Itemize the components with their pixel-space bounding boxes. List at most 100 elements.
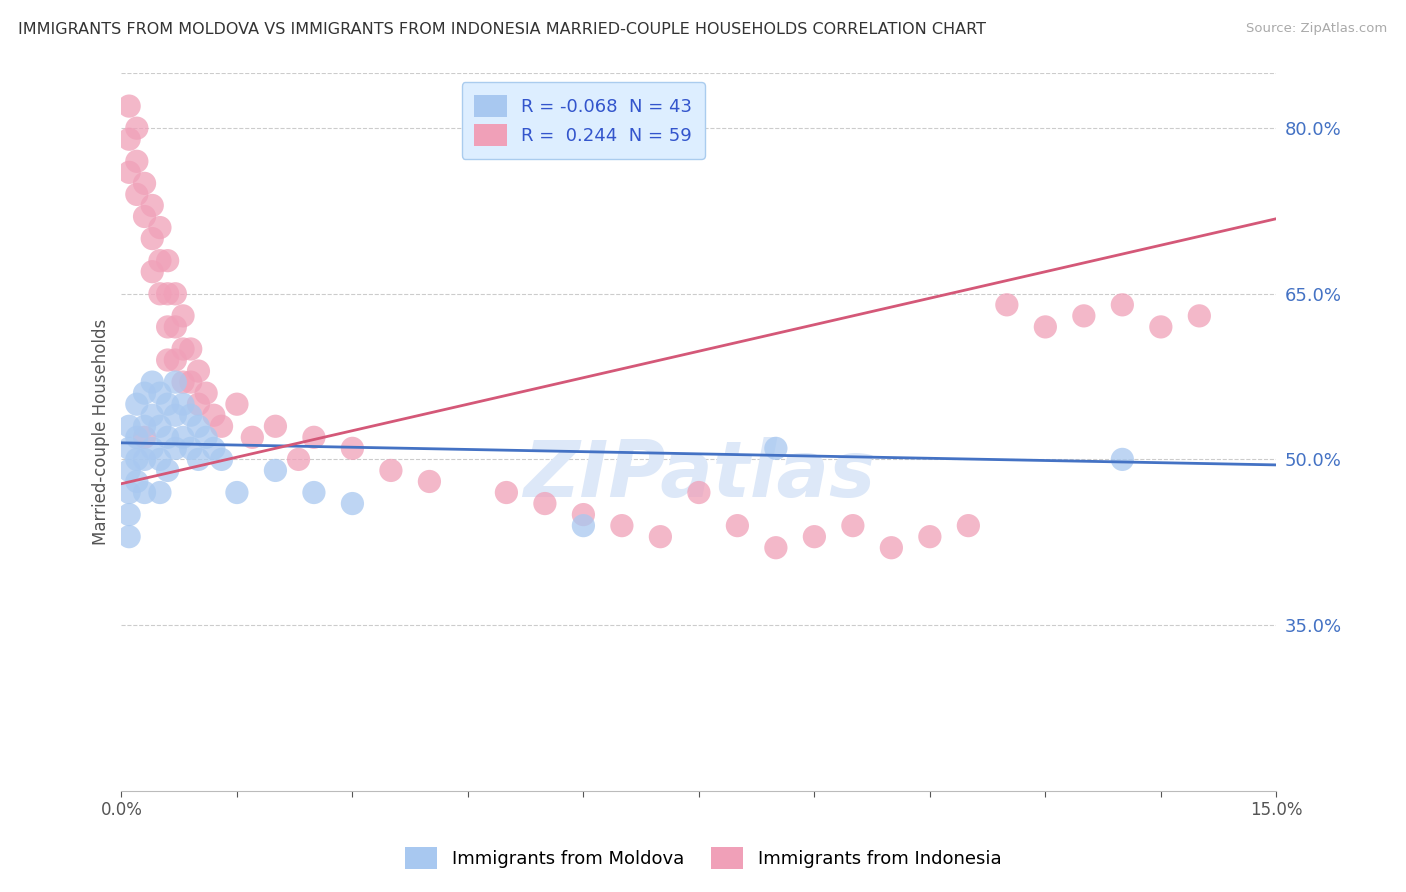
Point [125, 397, 148, 411]
Point [149, 419, 172, 434]
Point [765, 541, 787, 555]
Point [134, 177, 156, 191]
Point [125, 121, 148, 136]
Point [141, 198, 163, 212]
Point [180, 409, 202, 423]
Point [495, 485, 517, 500]
Point [688, 485, 710, 500]
Point [141, 442, 163, 456]
Point [957, 518, 980, 533]
Point [1033, 319, 1056, 334]
Point [118, 165, 141, 179]
Point [187, 419, 209, 434]
Point [172, 342, 194, 356]
Point [165, 375, 187, 389]
Point [610, 518, 633, 533]
Point [380, 463, 402, 477]
Point [572, 508, 595, 522]
Point [995, 298, 1018, 312]
Point [226, 485, 249, 500]
Point [195, 386, 218, 401]
Point [141, 265, 163, 279]
Point [149, 485, 172, 500]
Point [134, 386, 156, 401]
Point [287, 452, 309, 467]
Point [156, 463, 179, 477]
Point [803, 530, 825, 544]
Point [342, 497, 364, 511]
Point [650, 530, 672, 544]
Point [118, 508, 141, 522]
Point [1111, 298, 1133, 312]
Point [118, 99, 141, 113]
Point [118, 485, 141, 500]
Legend: Immigrants from Moldova, Immigrants from Indonesia: Immigrants from Moldova, Immigrants from… [395, 838, 1011, 879]
Point [156, 430, 179, 444]
Point [141, 375, 163, 389]
Point [195, 430, 218, 444]
Point [134, 452, 156, 467]
Legend: R = -0.068  N = 43, R =  0.244  N = 59: R = -0.068 N = 43, R = 0.244 N = 59 [461, 82, 704, 159]
Point [918, 530, 941, 544]
Point [240, 430, 263, 444]
Text: IMMIGRANTS FROM MOLDOVA VS IMMIGRANTS FROM INDONESIA MARRIED-COUPLE HOUSEHOLDS C: IMMIGRANTS FROM MOLDOVA VS IMMIGRANTS FR… [18, 22, 986, 37]
Point [125, 452, 148, 467]
Point [187, 452, 209, 467]
Point [264, 419, 287, 434]
Point [572, 518, 595, 533]
Point [118, 463, 141, 477]
Point [125, 154, 148, 169]
Point [118, 132, 141, 146]
Point [165, 286, 187, 301]
Point [118, 530, 141, 544]
Point [172, 397, 194, 411]
Point [134, 485, 156, 500]
Point [149, 286, 172, 301]
Point [180, 342, 202, 356]
Point [125, 187, 148, 202]
Point [725, 518, 748, 533]
Text: ZIPatlas: ZIPatlas [523, 437, 875, 513]
Point [141, 231, 163, 245]
Point [187, 364, 209, 378]
Point [165, 442, 187, 456]
Point [180, 375, 202, 389]
Point [211, 452, 233, 467]
Point [149, 452, 172, 467]
Point [149, 253, 172, 268]
Point [1150, 319, 1173, 334]
Point [118, 442, 141, 456]
Point [141, 409, 163, 423]
Point [302, 430, 325, 444]
Point [156, 353, 179, 368]
Point [202, 409, 225, 423]
Text: Source: ZipAtlas.com: Source: ZipAtlas.com [1247, 22, 1388, 36]
Point [880, 541, 903, 555]
Point [125, 475, 148, 489]
Point [172, 309, 194, 323]
Point [202, 442, 225, 456]
Point [134, 419, 156, 434]
Point [180, 442, 202, 456]
Point [1073, 309, 1095, 323]
Point [165, 353, 187, 368]
Point [211, 419, 233, 434]
Point [534, 497, 557, 511]
Point [1188, 309, 1211, 323]
Point [149, 386, 172, 401]
Point [264, 463, 287, 477]
Point [118, 419, 141, 434]
Point [418, 475, 440, 489]
Point [226, 397, 249, 411]
Point [156, 253, 179, 268]
Point [342, 442, 364, 456]
Point [165, 319, 187, 334]
Point [842, 518, 865, 533]
Point [1111, 452, 1133, 467]
Point [172, 430, 194, 444]
Point [765, 442, 787, 456]
Point [156, 286, 179, 301]
Point [156, 397, 179, 411]
Point [165, 409, 187, 423]
Point [134, 430, 156, 444]
